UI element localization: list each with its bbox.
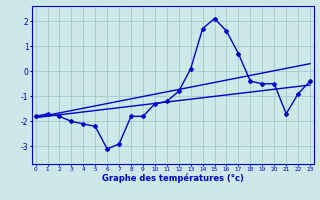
X-axis label: Graphe des températures (°c): Graphe des températures (°c): [102, 174, 244, 183]
